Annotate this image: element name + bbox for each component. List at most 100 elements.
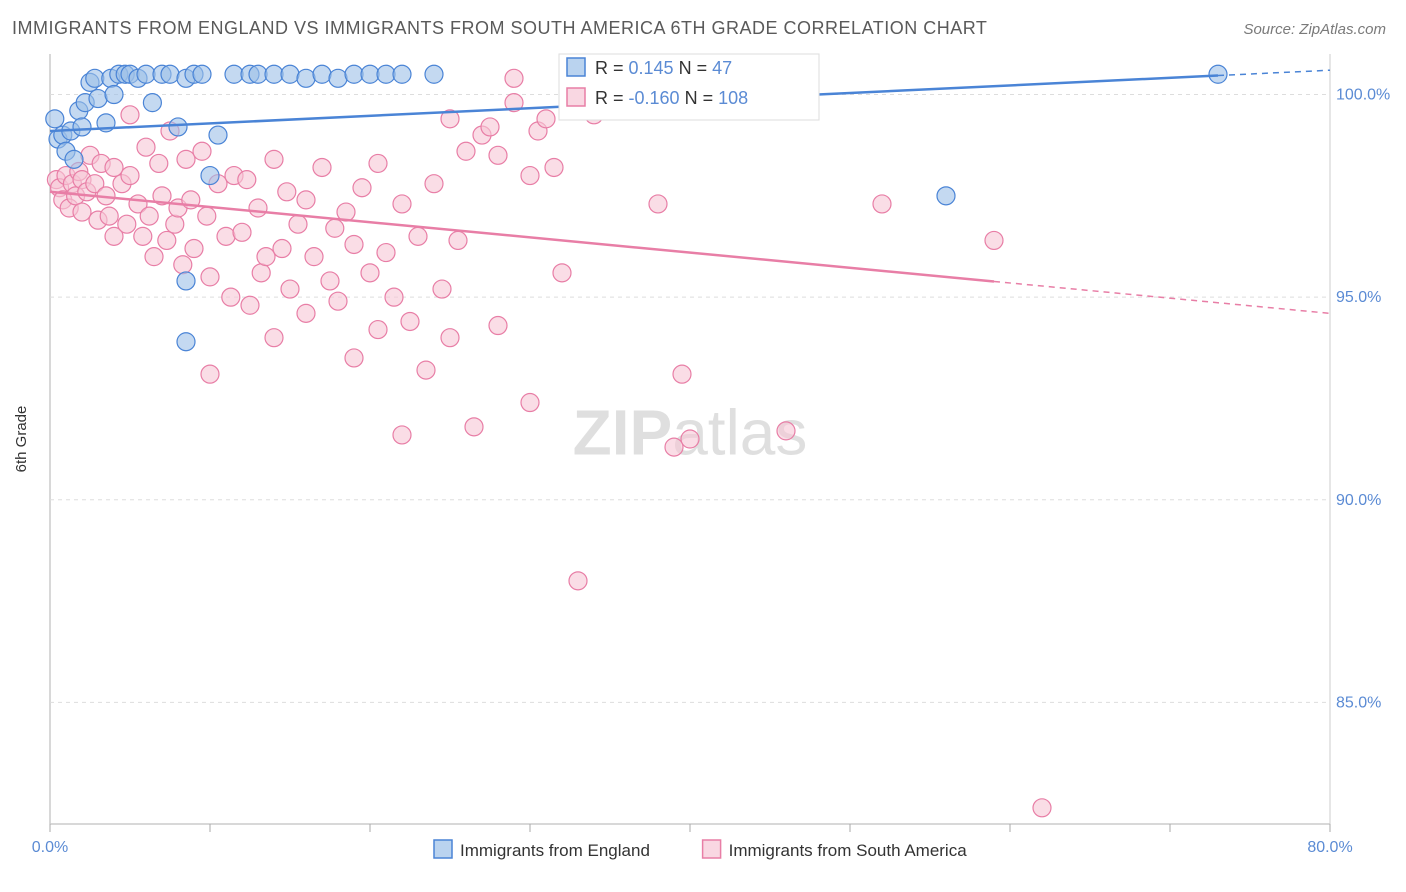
data-point bbox=[278, 183, 296, 201]
legend-label: Immigrants from England bbox=[460, 841, 650, 860]
data-point bbox=[369, 154, 387, 172]
data-point bbox=[985, 231, 1003, 249]
y-axis-title: 6th Grade bbox=[13, 406, 30, 473]
legend-swatch bbox=[567, 88, 585, 106]
data-point bbox=[409, 227, 427, 245]
data-point bbox=[1033, 799, 1051, 817]
data-point bbox=[73, 118, 91, 136]
data-point bbox=[177, 333, 195, 351]
data-point bbox=[233, 223, 251, 241]
data-point bbox=[225, 65, 243, 83]
data-point bbox=[377, 65, 395, 83]
data-point bbox=[273, 240, 291, 258]
legend-swatch bbox=[434, 840, 452, 858]
data-point bbox=[89, 90, 107, 108]
data-point bbox=[193, 142, 211, 160]
data-point bbox=[177, 272, 195, 290]
trend-line-extrapolated bbox=[1218, 70, 1330, 75]
data-point bbox=[137, 138, 155, 156]
data-point bbox=[537, 110, 555, 128]
data-point bbox=[369, 321, 387, 339]
data-point bbox=[345, 65, 363, 83]
data-point bbox=[46, 110, 64, 128]
data-point bbox=[161, 65, 179, 83]
x-tick-label: 0.0% bbox=[32, 839, 68, 856]
data-point bbox=[1209, 65, 1227, 83]
data-point bbox=[193, 65, 211, 83]
data-point bbox=[174, 256, 192, 274]
data-point bbox=[137, 65, 155, 83]
data-point bbox=[143, 94, 161, 112]
data-point bbox=[297, 304, 315, 322]
y-tick-label: 90.0% bbox=[1336, 492, 1381, 509]
scatter-chart: 85.0%90.0%95.0%100.0%0.0%80.0%6th GradeZ… bbox=[0, 0, 1406, 892]
data-point bbox=[313, 65, 331, 83]
data-point bbox=[353, 179, 371, 197]
data-point bbox=[449, 231, 467, 249]
data-point bbox=[385, 288, 403, 306]
data-point bbox=[489, 317, 507, 335]
data-point bbox=[105, 86, 123, 104]
data-point bbox=[329, 69, 347, 87]
data-point bbox=[121, 167, 139, 185]
data-point bbox=[425, 65, 443, 83]
data-point bbox=[401, 312, 419, 330]
data-point bbox=[265, 150, 283, 168]
data-point bbox=[289, 215, 307, 233]
data-point bbox=[545, 158, 563, 176]
data-point bbox=[521, 167, 539, 185]
data-point bbox=[345, 349, 363, 367]
data-point bbox=[281, 65, 299, 83]
legend-label: Immigrants from South America bbox=[729, 841, 968, 860]
data-point bbox=[489, 146, 507, 164]
data-point bbox=[441, 329, 459, 347]
data-point bbox=[553, 264, 571, 282]
data-point bbox=[873, 195, 891, 213]
data-point bbox=[86, 69, 104, 87]
data-point bbox=[121, 106, 139, 124]
data-point bbox=[177, 150, 195, 168]
data-point bbox=[249, 65, 267, 83]
legend-stats: R = 0.145 N = 47 bbox=[595, 58, 732, 78]
legend-swatch bbox=[703, 840, 721, 858]
data-point bbox=[681, 430, 699, 448]
data-point bbox=[198, 207, 216, 225]
y-tick-label: 85.0% bbox=[1336, 694, 1381, 711]
data-point bbox=[937, 187, 955, 205]
legend-swatch bbox=[567, 58, 585, 76]
data-point bbox=[433, 280, 451, 298]
data-point bbox=[217, 227, 235, 245]
data-point bbox=[169, 118, 187, 136]
data-point bbox=[505, 69, 523, 87]
data-point bbox=[140, 207, 158, 225]
data-point bbox=[305, 248, 323, 266]
data-point bbox=[201, 365, 219, 383]
data-point bbox=[326, 219, 344, 237]
data-point bbox=[521, 394, 539, 412]
data-point bbox=[393, 195, 411, 213]
data-point bbox=[238, 171, 256, 189]
data-point bbox=[134, 227, 152, 245]
data-point bbox=[241, 296, 259, 314]
data-point bbox=[481, 118, 499, 136]
data-point bbox=[361, 264, 379, 282]
data-point bbox=[209, 126, 227, 144]
data-point bbox=[417, 361, 435, 379]
data-point bbox=[201, 268, 219, 286]
data-point bbox=[457, 142, 475, 160]
data-point bbox=[393, 426, 411, 444]
x-tick-label: 80.0% bbox=[1307, 839, 1352, 856]
data-point bbox=[185, 240, 203, 258]
legend-stats: R = -0.160 N = 108 bbox=[595, 88, 748, 108]
data-point bbox=[313, 158, 331, 176]
data-point bbox=[665, 438, 683, 456]
data-point bbox=[100, 207, 118, 225]
y-tick-label: 100.0% bbox=[1336, 87, 1390, 104]
data-point bbox=[465, 418, 483, 436]
data-point bbox=[345, 235, 363, 253]
data-point bbox=[166, 215, 184, 233]
data-point bbox=[393, 65, 411, 83]
data-point bbox=[252, 264, 270, 282]
data-point bbox=[569, 572, 587, 590]
data-point bbox=[257, 248, 275, 266]
